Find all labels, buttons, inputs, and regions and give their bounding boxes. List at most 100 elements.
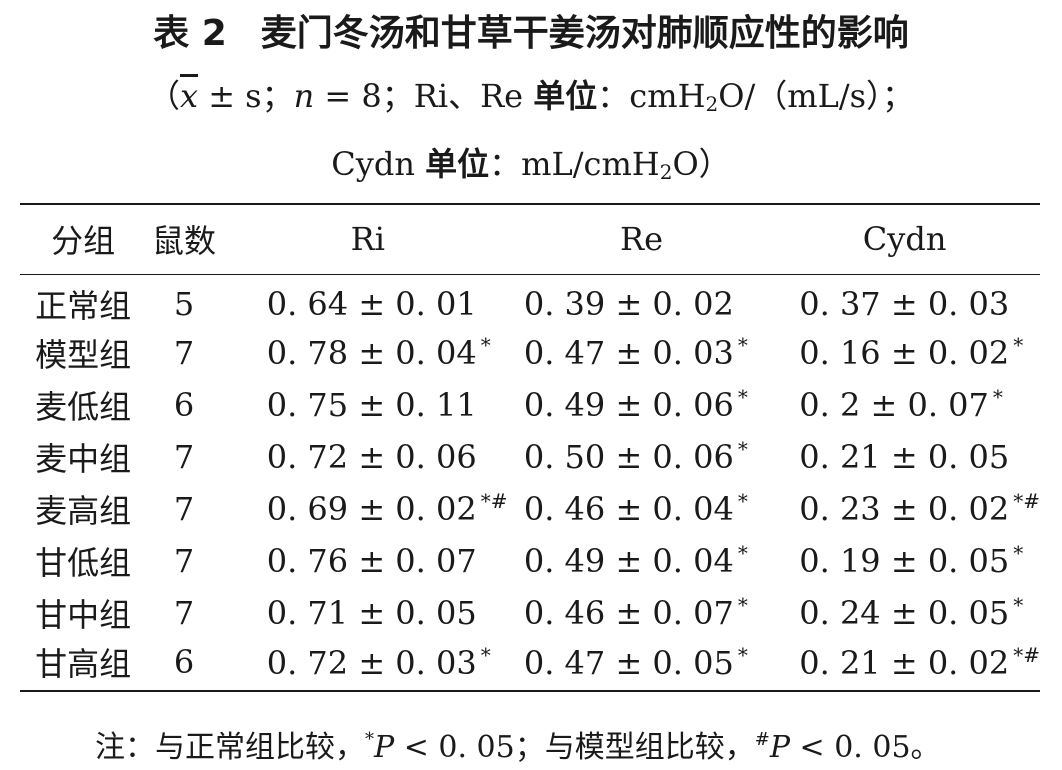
cell-re-value: 0. 47 ± 0. 03 [523, 334, 734, 372]
significance-mark: *# [1013, 489, 1040, 513]
cell-cydn-value: 0. 37 ± 0. 03 [799, 284, 1010, 323]
significance-mark: * [1013, 541, 1024, 565]
cell-cydn: 0. 19 ± 0. 05 * [769, 535, 1040, 587]
significance-mark: *# [1013, 642, 1040, 667]
cell-ri: 0. 64 ± 0. 01 [222, 274, 514, 327]
header-cydn: Cydn [769, 203, 1040, 275]
cell-re: 0. 47 ± 0. 03 * [514, 327, 769, 379]
cell-ri: 0. 78 ± 0. 04 * [222, 327, 514, 379]
cell-re: 0. 39 ± 0. 02 [514, 274, 769, 327]
header-group: 分组 [20, 203, 147, 275]
cell-ri-value: 0. 71 ± 0. 05 [266, 593, 477, 632]
cell-count: 7 [146, 587, 221, 639]
cell-re: 0. 49 ± 0. 06 * [514, 379, 769, 431]
table-footnote: 注：与正常组比较，*P < 0. 05；与模型组比较，#P < 0. 05。 [95, 729, 941, 765]
cell-count-value: 6 [173, 643, 195, 681]
table-subtitle-line-1: （x ± s；n = 8；Ri、Re 单位：cmH2O/（mL/s）； [147, 77, 915, 116]
cell-count-value: 7 [173, 489, 195, 528]
cell-ri-value: 0. 76 ± 0. 07 [266, 541, 477, 580]
cell-re-value: 0. 49 ± 0. 06 [523, 386, 734, 424]
significance-mark: * [480, 333, 491, 357]
cell-group: 甘低组 [20, 535, 146, 587]
table-row: 甘低组 7 0. 76 ± 0. 07 0. 49 ± 0. 04 * 0. 19 ± 0… [20, 535, 1040, 587]
cell-group-value: 麦低组 [35, 387, 132, 426]
table-row: 麦高组 7 0. 69 ± 0. 02 *# 0. 46 ± 0. 04 * 0. 23 ±… [20, 483, 1040, 535]
table-row: 甘高组 6 0. 72 ± 0. 03 * 0. 47 ± 0. 05 * 0. 21 ± … [20, 638, 1040, 692]
cell-ri: 0. 72 ± 0. 03 * [221, 638, 514, 692]
table-number: 表 2 [153, 13, 227, 54]
cell-group-value: 正常组 [35, 286, 132, 325]
significance-mark: * [737, 437, 748, 461]
cell-ri-value: 0. 72 ± 0. 06 [266, 437, 477, 476]
cell-re-value: 0. 39 ± 0. 02 [523, 284, 734, 323]
table-row: 麦中组 7 0. 72 ± 0. 06 0. 50 ± 0. 06 * 0. 21 ± 0… [20, 431, 1040, 483]
cell-count-value: 7 [173, 541, 195, 580]
cell-re-value: 0. 46 ± 0. 07 [523, 594, 734, 632]
significance-mark: * [737, 541, 748, 565]
cell-cydn: 0. 23 ± 0. 02 *# [769, 483, 1040, 535]
table-header-row: 分组 鼠数 Ri Re Cydn [20, 203, 1040, 275]
cell-ri-value: 0. 78 ± 0. 04 [266, 334, 477, 372]
cell-count-value: 7 [173, 593, 195, 632]
cell-cydn: 0. 2 ± 0. 07 * [769, 379, 1040, 431]
cell-group-value: 麦中组 [35, 439, 132, 478]
cell-re-value: 0. 46 ± 0. 04 [523, 490, 734, 528]
table-row: 麦低组 6 0. 75 ± 0. 11 0. 49 ± 0. 06 * 0. 2 ± 0… [20, 379, 1040, 431]
cell-cydn: 0. 24 ± 0. 05 * [769, 587, 1040, 639]
cell-cydn-value: 0. 21 ± 0. 05 [799, 437, 1010, 476]
cell-cydn-value: 0. 16 ± 0. 02 [799, 334, 1010, 372]
significance-mark: * [737, 489, 748, 513]
cell-re-value: 0. 50 ± 0. 06 [523, 438, 734, 476]
cell-ri-value: 0. 69 ± 0. 02 [266, 490, 477, 528]
table-row: 甘中组 7 0. 71 ± 0. 05 0. 46 ± 0. 07 * 0. 24 ± 0… [20, 587, 1040, 639]
significance-mark: * [737, 385, 748, 409]
cell-cydn-value: 0. 21 ± 0. 02 [799, 643, 1010, 682]
cell-group: 麦高组 [20, 483, 146, 535]
cell-re: 0. 46 ± 0. 07 * [514, 587, 769, 639]
cell-cydn-value: 0. 2 ± 0. 07 [799, 386, 989, 424]
cell-group: 正常组 [20, 274, 146, 327]
cell-group-value: 模型组 [35, 335, 132, 374]
cell-count: 7 [146, 535, 221, 587]
table-row: 正常组 5 0. 64 ± 0. 01 0. 39 ± 0. 02 0. 37 ± 0.… [20, 274, 1040, 327]
significance-mark: * [480, 642, 491, 667]
cell-ri-value: 0. 64 ± 0. 01 [266, 284, 477, 323]
cell-count: 5 [146, 274, 221, 327]
cell-cydn: 0. 21 ± 0. 05 [769, 431, 1040, 483]
significance-mark: * [992, 385, 1003, 409]
table-subtitle-line-2: Cydn 单位：mL/cmH2O） [331, 145, 731, 184]
cell-re: 0. 50 ± 0. 06 * [514, 431, 769, 483]
cell-re-value: 0. 49 ± 0. 04 [523, 542, 734, 580]
cell-group-value: 甘高组 [35, 645, 132, 683]
cell-ri-value: 0. 72 ± 0. 03 [266, 643, 477, 682]
cell-count: 7 [146, 431, 221, 483]
cell-group-value: 麦高组 [35, 491, 132, 530]
significance-mark: * [737, 333, 748, 357]
cell-group: 甘中组 [20, 587, 146, 639]
cell-cydn-value: 0. 19 ± 0. 05 [799, 542, 1010, 580]
cell-count: 7 [146, 327, 221, 379]
table-title: 麦门冬汤和甘草干姜汤对肺顺应性的影响 [260, 13, 909, 54]
cell-count-value: 6 [173, 385, 195, 424]
cell-count: 6 [146, 379, 221, 431]
header-re: Re [513, 203, 770, 275]
cell-cydn: 0. 21 ± 0. 02 *# [769, 638, 1040, 692]
cell-count: 6 [146, 638, 222, 692]
significance-mark: * [1013, 333, 1024, 357]
significance-mark: *# [480, 489, 508, 513]
mean-symbol: x [179, 77, 199, 115]
cell-ri: 0. 76 ± 0. 07 [222, 535, 514, 587]
cell-ri: 0. 71 ± 0. 05 [222, 587, 514, 639]
cell-count-value: 7 [173, 437, 195, 476]
table-caption: 表 2 麦门冬汤和甘草干姜汤对肺顺应性的影响 [0, 10, 1062, 58]
cell-ri: 0. 72 ± 0. 06 [222, 431, 514, 483]
significance-mark: * [1013, 593, 1024, 617]
cell-re: 0. 47 ± 0. 05 * [513, 638, 770, 692]
cell-group: 模型组 [20, 327, 146, 379]
cell-re: 0. 49 ± 0. 04 * [514, 535, 769, 587]
data-table: 分组 鼠数 Ri Re Cydn 正常组 5 0. 64 ± 0. 01 0. 39 … [20, 203, 1040, 692]
significance-mark: * [737, 642, 748, 667]
header-count: 鼠数 [146, 203, 222, 275]
cell-ri-value: 0. 75 ± 0. 11 [266, 385, 477, 424]
cell-count-value: 5 [173, 284, 195, 323]
